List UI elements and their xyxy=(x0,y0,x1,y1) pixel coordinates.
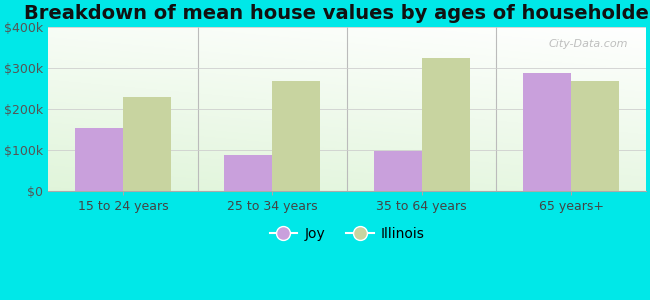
Bar xyxy=(272,81,320,191)
Bar xyxy=(224,155,272,191)
Text: City-Data.com: City-Data.com xyxy=(549,39,628,49)
Bar xyxy=(571,82,619,191)
Bar xyxy=(422,58,469,191)
Bar xyxy=(75,128,123,191)
Bar xyxy=(123,97,171,191)
Bar xyxy=(523,73,571,191)
Legend: Joy, Illinois: Joy, Illinois xyxy=(264,221,430,246)
Bar xyxy=(374,151,422,191)
Title: Breakdown of mean house values by ages of householders: Breakdown of mean house values by ages o… xyxy=(24,4,650,23)
